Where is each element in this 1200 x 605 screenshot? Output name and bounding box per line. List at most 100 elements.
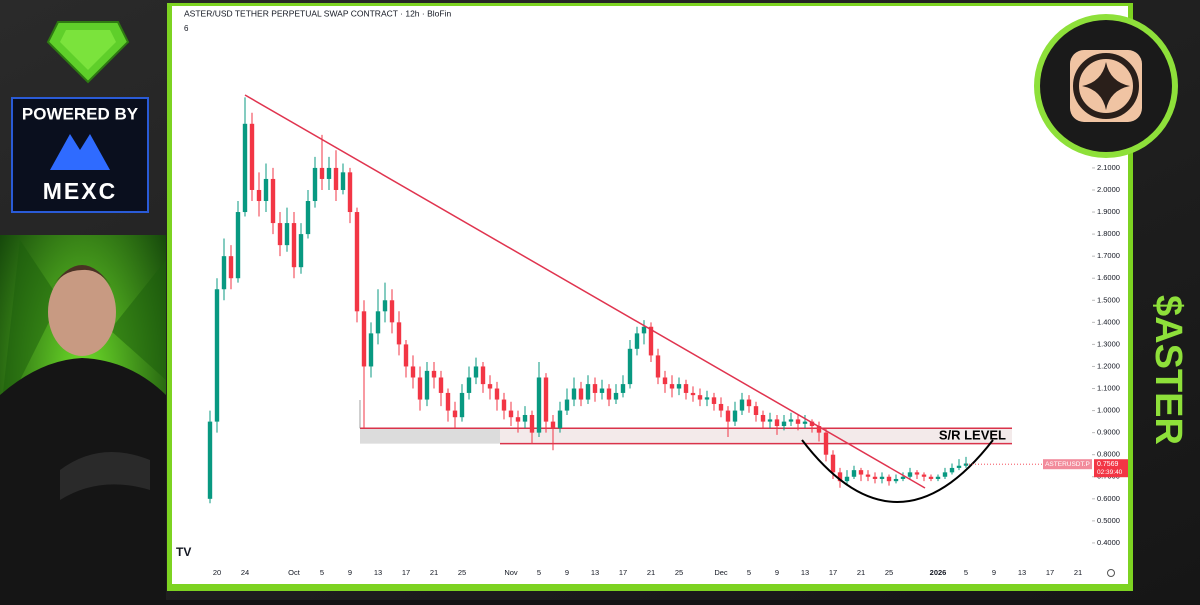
candle-body bbox=[410, 366, 416, 378]
x-tick-label: 17 bbox=[402, 568, 410, 577]
candle-body bbox=[256, 189, 262, 202]
candle-body bbox=[354, 212, 360, 312]
candle-body bbox=[515, 417, 521, 422]
plot: 0.40000.50000.60000.70000.80000.90001.00… bbox=[207, 94, 1128, 577]
x-tick-label: 13 bbox=[591, 568, 599, 577]
candle-body bbox=[879, 476, 885, 479]
candle-body bbox=[711, 397, 717, 404]
candle-body bbox=[396, 322, 402, 345]
candle-body bbox=[389, 300, 395, 323]
indicator-count: 6 bbox=[184, 24, 189, 33]
x-tick-label: Nov bbox=[504, 568, 518, 577]
candle-body bbox=[284, 223, 290, 246]
candle-body bbox=[606, 388, 612, 400]
candle-body bbox=[872, 476, 878, 479]
candle-body bbox=[501, 399, 507, 411]
x-tick-label: 21 bbox=[430, 568, 438, 577]
candle-body bbox=[508, 410, 514, 418]
x-tick-label: 21 bbox=[647, 568, 655, 577]
candle-body bbox=[774, 419, 780, 427]
candle-body bbox=[683, 384, 689, 393]
x-tick-label: 25 bbox=[675, 568, 683, 577]
candle-body bbox=[725, 410, 731, 422]
candle-body bbox=[431, 370, 437, 378]
candle-body bbox=[620, 384, 626, 393]
candle-body bbox=[270, 178, 276, 224]
x-tick-label: 5 bbox=[320, 568, 324, 577]
x-tick-label: 21 bbox=[857, 568, 865, 577]
y-tick-label: 1.3000 bbox=[1097, 339, 1120, 348]
symbol-tag bbox=[1043, 459, 1092, 470]
candle-body bbox=[480, 366, 486, 385]
candle-body bbox=[886, 476, 892, 482]
sr-label: S/R LEVEL bbox=[939, 427, 1006, 442]
candle-body bbox=[830, 454, 836, 473]
candle-body bbox=[753, 406, 759, 415]
candle-body bbox=[802, 421, 808, 424]
candle-body bbox=[760, 414, 766, 422]
x-tick-label: 13 bbox=[1018, 568, 1026, 577]
candle-body bbox=[235, 212, 241, 279]
candle-body bbox=[690, 392, 696, 396]
x-tick-label: 9 bbox=[565, 568, 569, 577]
candle-body bbox=[305, 201, 311, 235]
candle-body bbox=[914, 472, 920, 475]
sr-zone bbox=[500, 428, 1012, 444]
x-tick-label: 13 bbox=[374, 568, 382, 577]
candle-body bbox=[676, 384, 682, 389]
candle-body bbox=[900, 476, 906, 479]
y-tick-label: 1.4000 bbox=[1097, 317, 1120, 326]
candle-body bbox=[564, 399, 570, 411]
candle-body bbox=[795, 419, 801, 424]
candle-body bbox=[326, 167, 332, 179]
candle-body bbox=[459, 392, 465, 418]
candle-body bbox=[277, 223, 283, 246]
candle-body bbox=[445, 392, 451, 411]
candle-body bbox=[382, 300, 388, 312]
tv-logo: TV bbox=[176, 545, 191, 559]
candle-body bbox=[844, 476, 850, 482]
brand-emblem bbox=[46, 21, 130, 84]
candle-body bbox=[963, 463, 969, 466]
x-tick-label: 25 bbox=[885, 568, 893, 577]
price-tag bbox=[1094, 459, 1128, 478]
chart-title: ASTER/USD TETHER PERPETUAL SWAP CONTRACT… bbox=[184, 8, 451, 18]
candle-body bbox=[249, 123, 255, 190]
settings-icon[interactable] bbox=[1107, 569, 1115, 577]
candle-body bbox=[907, 472, 913, 477]
candle-body bbox=[333, 167, 339, 190]
candle-body bbox=[746, 399, 752, 407]
x-tick-label: 13 bbox=[801, 568, 809, 577]
candle-body bbox=[858, 470, 864, 475]
candle-body bbox=[578, 388, 584, 400]
candle-body bbox=[221, 256, 227, 290]
y-tick-label: 0.6000 bbox=[1097, 494, 1120, 503]
candle-body bbox=[816, 426, 822, 433]
y-tick-label: 0.5000 bbox=[1097, 516, 1120, 525]
candle-body bbox=[214, 289, 220, 422]
candle-body bbox=[809, 421, 815, 427]
candle-body bbox=[851, 470, 857, 477]
candle-body bbox=[893, 478, 899, 482]
candle-body bbox=[417, 377, 423, 400]
candle-body bbox=[319, 167, 325, 179]
candle-body bbox=[543, 377, 549, 422]
x-tick-label: 20 bbox=[213, 568, 221, 577]
symbol-label: ASTERUSDT.P bbox=[1045, 461, 1090, 468]
candle-body bbox=[557, 410, 563, 429]
candle-body bbox=[438, 377, 444, 393]
exchange-name: MEXC bbox=[43, 178, 117, 204]
chart-panel bbox=[172, 6, 1128, 584]
candle-body bbox=[655, 355, 661, 378]
y-tick-label: 1.1000 bbox=[1097, 384, 1120, 393]
x-tick-label: 5 bbox=[537, 568, 541, 577]
y-tick-label: 0.4000 bbox=[1097, 538, 1120, 547]
candle-body bbox=[662, 377, 668, 385]
host-photo bbox=[0, 235, 166, 600]
candle-body bbox=[942, 472, 948, 477]
x-tick-label: 24 bbox=[241, 568, 249, 577]
candle-body bbox=[494, 388, 500, 400]
candle-body bbox=[207, 421, 213, 499]
